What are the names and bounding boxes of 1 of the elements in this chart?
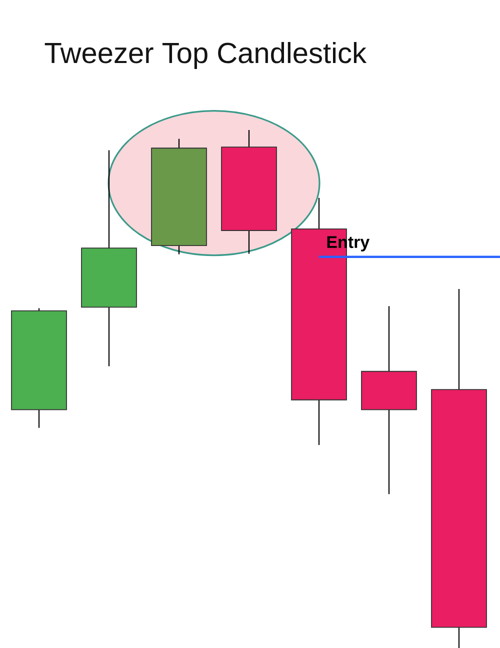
chart-title: Tweezer Top Candlestick [44, 42, 367, 70]
